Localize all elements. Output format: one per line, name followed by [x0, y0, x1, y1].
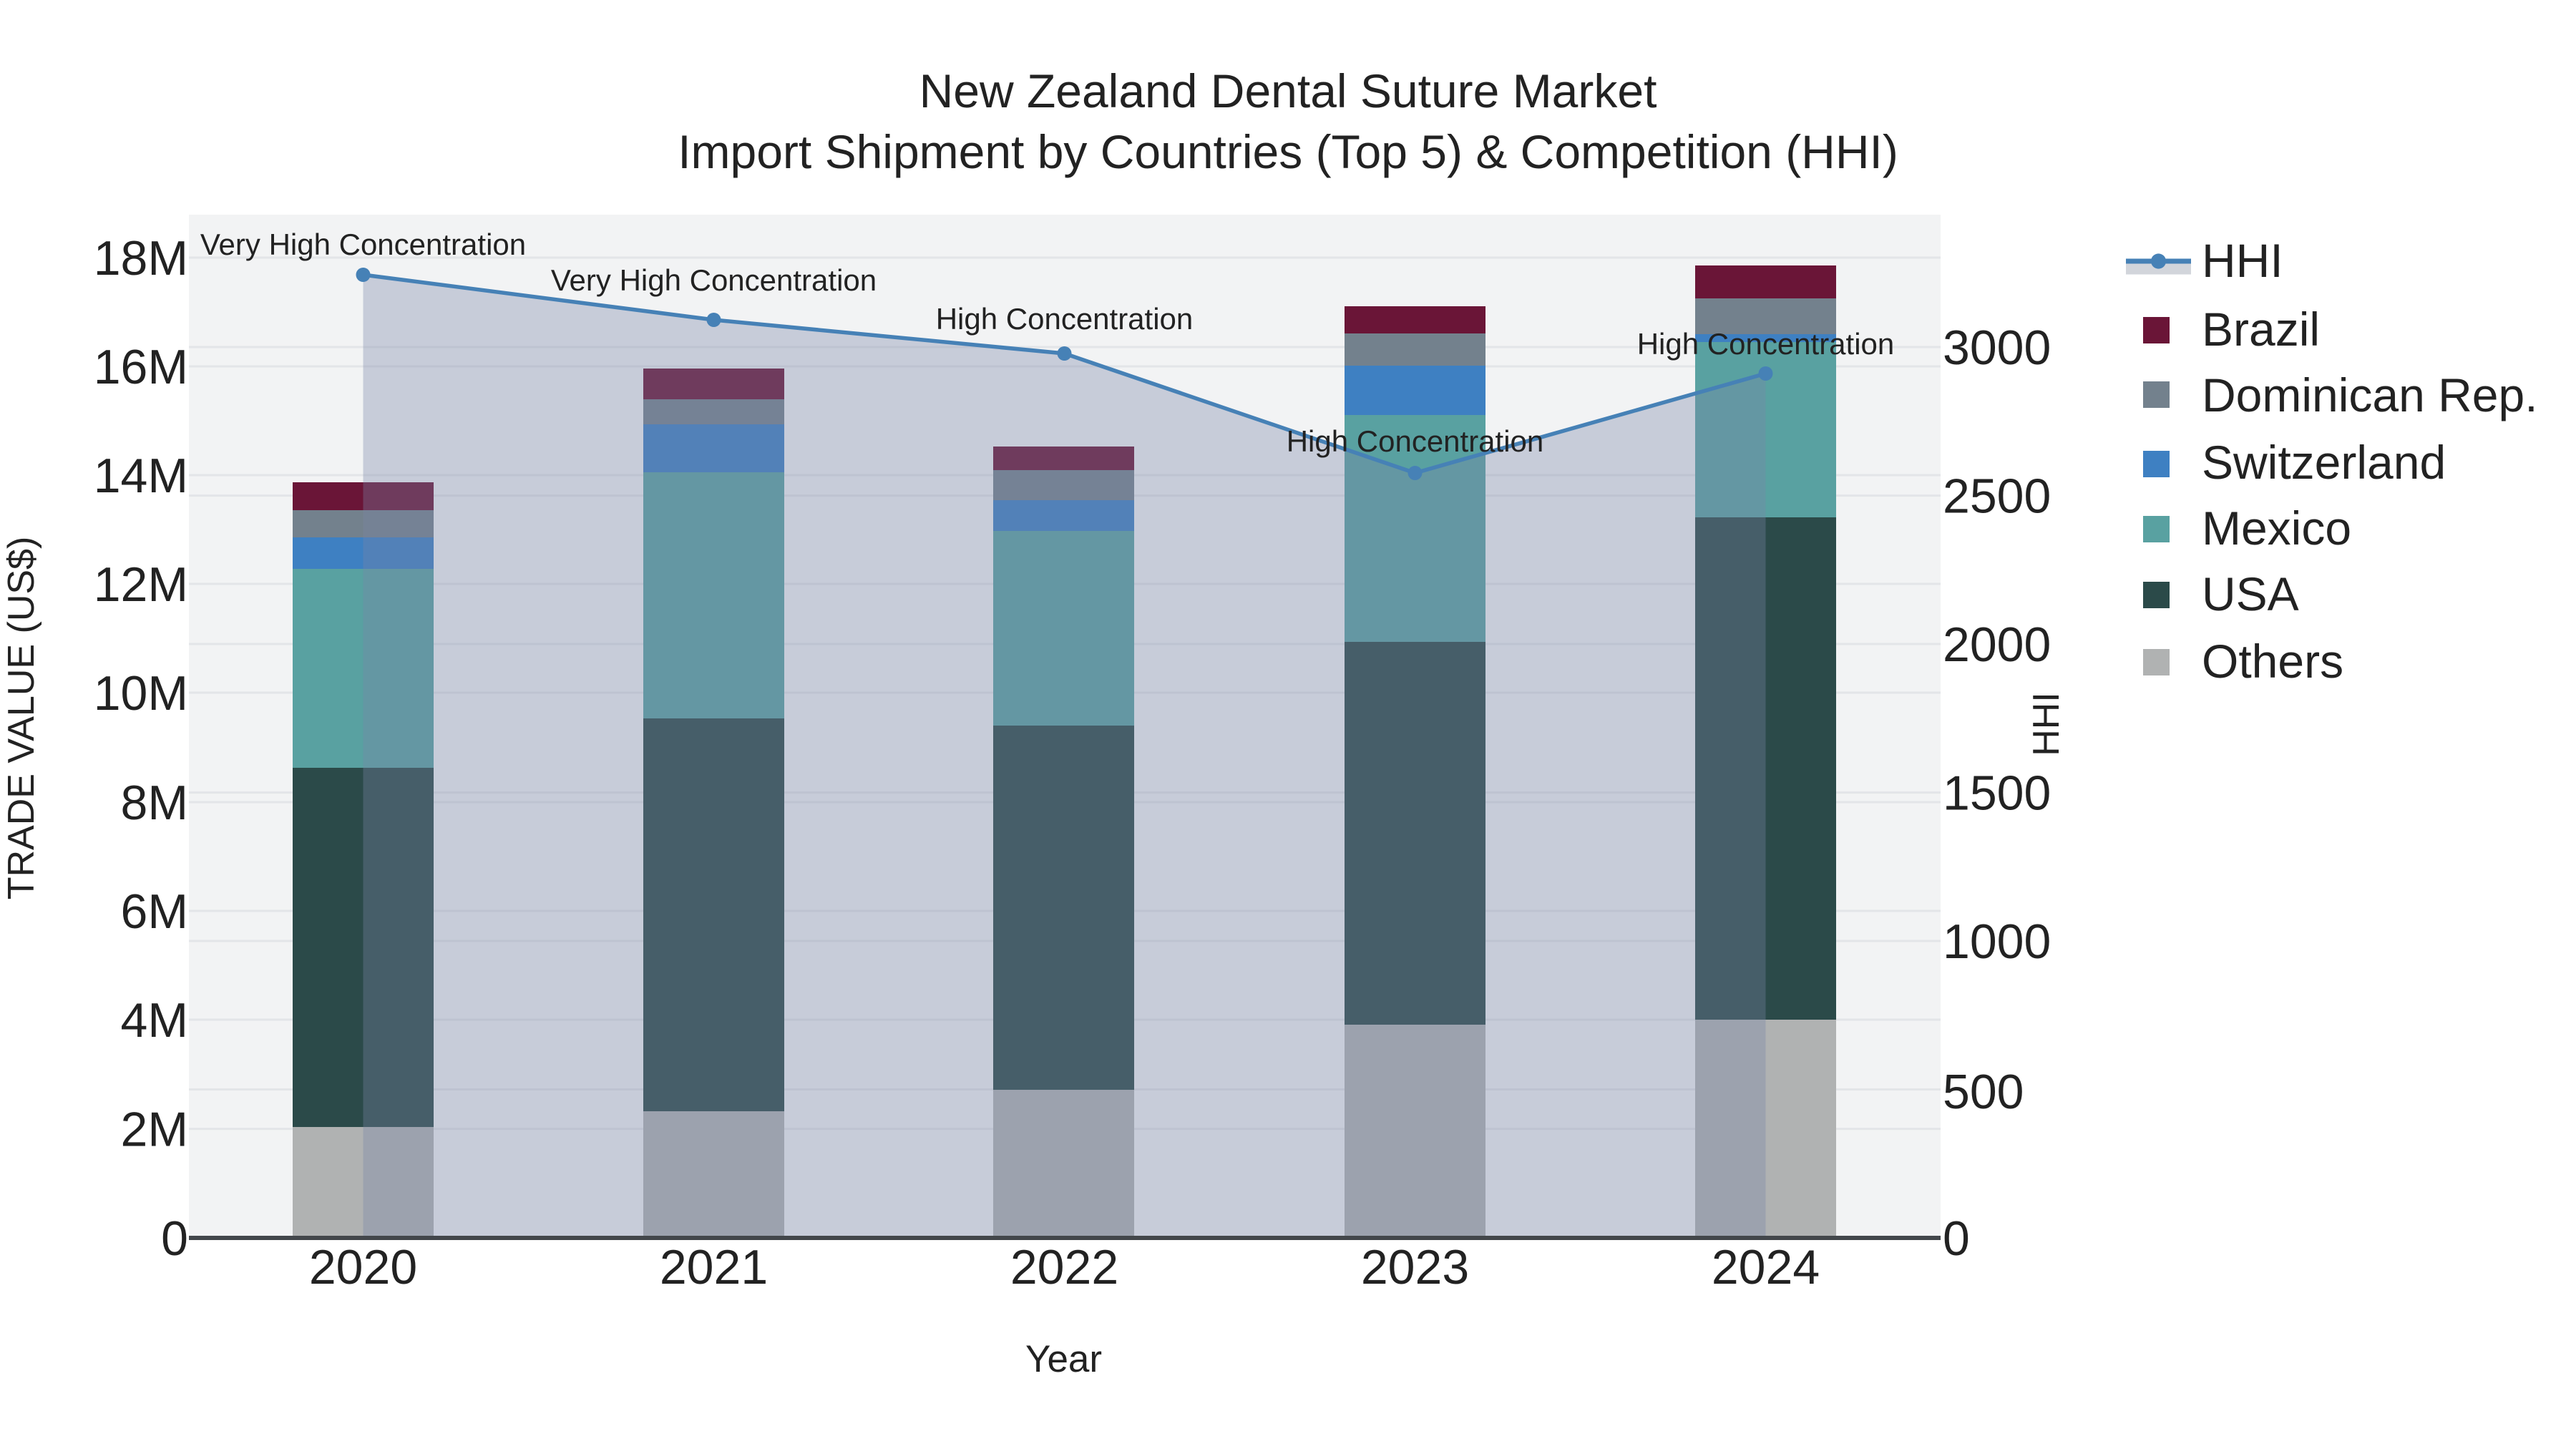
svg-text:1000: 1000: [1943, 914, 2051, 969]
svg-text:16M: 16M: [94, 340, 188, 394]
svg-text:14M: 14M: [94, 449, 188, 503]
svg-text:0: 0: [161, 1211, 188, 1266]
svg-text:4M: 4M: [121, 993, 188, 1048]
svg-text:Switzerland: Switzerland: [2202, 436, 2446, 489]
svg-text:3000: 3000: [1943, 321, 2051, 375]
svg-text:500: 500: [1943, 1065, 2024, 1119]
svg-text:Very High Concentration: Very High Concentration: [200, 228, 526, 261]
svg-text:2024: 2024: [1712, 1240, 1820, 1294]
svg-text:Others: Others: [2202, 635, 2343, 688]
svg-text:Dominican Rep.: Dominican Rep.: [2202, 369, 2538, 421]
svg-text:High Concentration: High Concentration: [1287, 424, 1544, 458]
svg-text:Import Shipment by Countries (: Import Shipment by Countries (Top 5) & C…: [678, 125, 1898, 178]
svg-text:18M: 18M: [94, 231, 188, 286]
svg-text:HHI: HHI: [2026, 692, 2067, 756]
svg-text:HHI: HHI: [2202, 234, 2283, 287]
svg-text:Very High Concentration: Very High Concentration: [551, 263, 877, 297]
svg-text:Mexico: Mexico: [2202, 502, 2351, 555]
svg-text:1500: 1500: [1943, 766, 2051, 821]
svg-text:0: 0: [1943, 1211, 1970, 1266]
svg-text:2021: 2021: [660, 1240, 768, 1294]
svg-text:12M: 12M: [94, 557, 188, 612]
svg-text:2500: 2500: [1943, 469, 2051, 524]
svg-text:8M: 8M: [121, 776, 188, 830]
svg-text:Brazil: Brazil: [2202, 303, 2320, 356]
svg-text:2020: 2020: [309, 1240, 417, 1294]
svg-text:6M: 6M: [121, 884, 188, 939]
svg-text:2023: 2023: [1361, 1240, 1469, 1294]
svg-text:High Concentration: High Concentration: [1637, 327, 1895, 361]
svg-text:USA: USA: [2202, 567, 2299, 620]
svg-text:2022: 2022: [1010, 1240, 1118, 1294]
svg-text:10M: 10M: [94, 666, 188, 721]
svg-text:New Zealand Dental Suture Mark: New Zealand Dental Suture Market: [919, 64, 1657, 117]
svg-text:Year: Year: [1025, 1338, 1102, 1380]
svg-text:2M: 2M: [121, 1103, 188, 1157]
svg-text:High Concentration: High Concentration: [936, 302, 1194, 336]
svg-text:2000: 2000: [1943, 618, 2051, 672]
svg-text:TRADE VALUE (US$): TRADE VALUE (US$): [1, 537, 42, 900]
